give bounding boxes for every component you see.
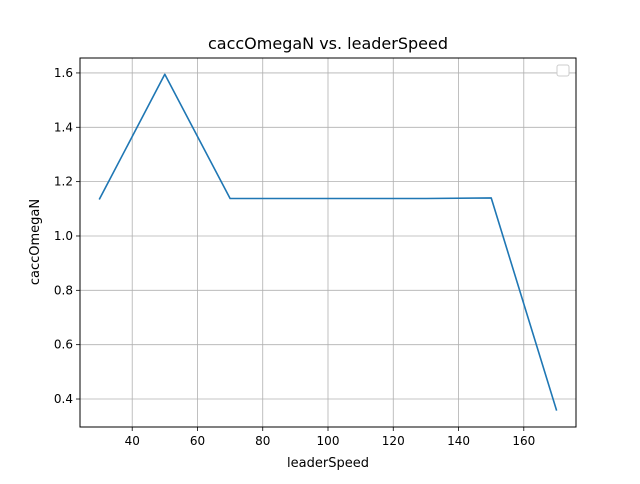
- y-tick-label: 1.4: [54, 120, 73, 134]
- x-tick-label: 160: [512, 434, 535, 448]
- legend: [556, 64, 570, 77]
- x-tick-label: 40: [125, 434, 140, 448]
- x-tick-label: 100: [317, 434, 340, 448]
- x-tick-label: 60: [190, 434, 205, 448]
- y-tick-label: 0.8: [54, 283, 73, 297]
- y-tick-label: 1.0: [54, 229, 73, 243]
- series-line: [98, 73, 558, 411]
- grid-lines: [80, 58, 576, 427]
- y-axis-ticks: 0.4 0.6 0.8 1.0 1.2 1.4 1.6: [54, 66, 80, 406]
- y-tick-label: 1.2: [54, 175, 73, 189]
- chart-title: caccOmegaN vs. leaderSpeed: [208, 34, 448, 53]
- series-layer: [98, 73, 558, 411]
- x-tick-label: 80: [255, 434, 270, 448]
- y-tick-label: 0.4: [54, 392, 73, 406]
- y-axis-label: caccOmegaN: [28, 199, 43, 285]
- x-tick-label: 140: [447, 434, 470, 448]
- x-tick-label: 120: [382, 434, 405, 448]
- x-axis-label: leaderSpeed: [287, 456, 369, 471]
- y-tick-label: 1.6: [54, 66, 73, 80]
- x-axis-ticks: 40 60 80 100 120 140 160: [125, 427, 535, 448]
- y-tick-label: 0.6: [54, 338, 73, 352]
